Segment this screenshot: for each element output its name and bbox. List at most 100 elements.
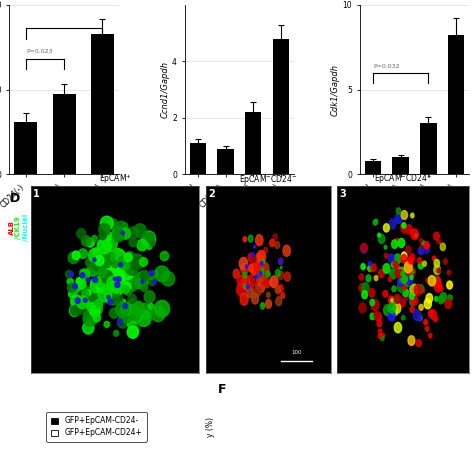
Circle shape xyxy=(440,292,447,302)
Circle shape xyxy=(419,238,423,243)
Circle shape xyxy=(248,264,253,272)
Circle shape xyxy=(137,310,151,327)
Circle shape xyxy=(370,313,375,320)
Circle shape xyxy=(261,263,269,274)
Circle shape xyxy=(438,296,444,304)
Circle shape xyxy=(415,234,418,238)
Circle shape xyxy=(103,277,112,287)
Circle shape xyxy=(149,278,156,286)
Circle shape xyxy=(388,303,395,313)
Circle shape xyxy=(279,259,283,264)
Circle shape xyxy=(146,243,152,249)
Circle shape xyxy=(100,231,111,243)
Circle shape xyxy=(264,281,269,288)
Circle shape xyxy=(408,274,412,281)
Circle shape xyxy=(104,272,115,285)
Circle shape xyxy=(242,276,250,289)
Circle shape xyxy=(69,305,80,317)
Circle shape xyxy=(362,283,369,293)
Circle shape xyxy=(435,276,440,284)
Circle shape xyxy=(144,291,155,303)
Circle shape xyxy=(273,234,277,240)
Circle shape xyxy=(100,216,113,230)
Circle shape xyxy=(394,322,401,333)
Circle shape xyxy=(361,264,365,270)
Circle shape xyxy=(432,256,436,261)
Circle shape xyxy=(384,246,387,249)
Circle shape xyxy=(260,303,265,310)
Circle shape xyxy=(388,277,392,282)
Circle shape xyxy=(246,287,253,298)
Circle shape xyxy=(255,253,264,266)
Circle shape xyxy=(122,282,131,292)
Circle shape xyxy=(120,275,126,281)
Circle shape xyxy=(74,283,81,291)
Circle shape xyxy=(78,298,85,305)
Circle shape xyxy=(262,259,264,264)
Circle shape xyxy=(395,269,401,277)
Circle shape xyxy=(141,280,144,283)
Circle shape xyxy=(87,264,99,276)
Circle shape xyxy=(410,292,414,298)
Circle shape xyxy=(275,270,280,276)
Circle shape xyxy=(110,273,118,283)
Circle shape xyxy=(252,265,257,273)
Circle shape xyxy=(125,261,138,275)
Circle shape xyxy=(86,290,91,295)
Circle shape xyxy=(244,284,246,287)
Circle shape xyxy=(71,305,80,316)
Circle shape xyxy=(80,269,86,276)
Circle shape xyxy=(117,277,121,282)
Circle shape xyxy=(391,299,393,302)
Title: EpCAM$^{-}$CD24$^{-}$: EpCAM$^{-}$CD24$^{-}$ xyxy=(239,173,298,186)
Circle shape xyxy=(410,275,413,280)
Circle shape xyxy=(278,271,283,280)
Circle shape xyxy=(448,295,452,301)
Circle shape xyxy=(395,238,399,245)
Circle shape xyxy=(77,296,88,309)
Circle shape xyxy=(359,303,366,313)
Circle shape xyxy=(92,236,97,241)
Circle shape xyxy=(162,272,175,286)
Circle shape xyxy=(383,224,389,232)
Circle shape xyxy=(137,239,147,251)
Circle shape xyxy=(75,298,80,303)
Circle shape xyxy=(403,291,409,300)
Circle shape xyxy=(264,247,268,253)
Circle shape xyxy=(401,280,404,284)
Circle shape xyxy=(108,285,114,291)
Circle shape xyxy=(246,285,249,289)
Title: EpCAM$^{+}$: EpCAM$^{+}$ xyxy=(99,173,131,186)
Circle shape xyxy=(112,274,117,280)
Circle shape xyxy=(243,272,247,278)
Circle shape xyxy=(114,279,127,293)
Circle shape xyxy=(107,265,116,275)
Circle shape xyxy=(126,262,132,269)
Circle shape xyxy=(255,286,261,296)
Circle shape xyxy=(401,210,408,219)
Circle shape xyxy=(68,283,76,292)
Circle shape xyxy=(371,300,379,310)
Circle shape xyxy=(103,236,117,251)
Circle shape xyxy=(378,329,382,334)
Circle shape xyxy=(105,283,118,297)
Circle shape xyxy=(371,264,376,272)
Circle shape xyxy=(135,279,143,288)
Circle shape xyxy=(400,223,407,232)
Circle shape xyxy=(405,280,409,286)
Circle shape xyxy=(409,254,415,261)
Circle shape xyxy=(112,277,118,283)
Circle shape xyxy=(257,282,264,292)
Circle shape xyxy=(83,298,87,302)
Circle shape xyxy=(86,258,94,267)
Circle shape xyxy=(111,248,125,264)
Circle shape xyxy=(410,293,414,300)
Bar xyxy=(53,94,76,174)
Circle shape xyxy=(399,278,404,285)
Circle shape xyxy=(406,259,413,268)
Circle shape xyxy=(243,281,250,290)
Circle shape xyxy=(116,302,129,317)
Circle shape xyxy=(401,277,405,282)
Circle shape xyxy=(119,308,133,323)
Circle shape xyxy=(111,275,119,284)
